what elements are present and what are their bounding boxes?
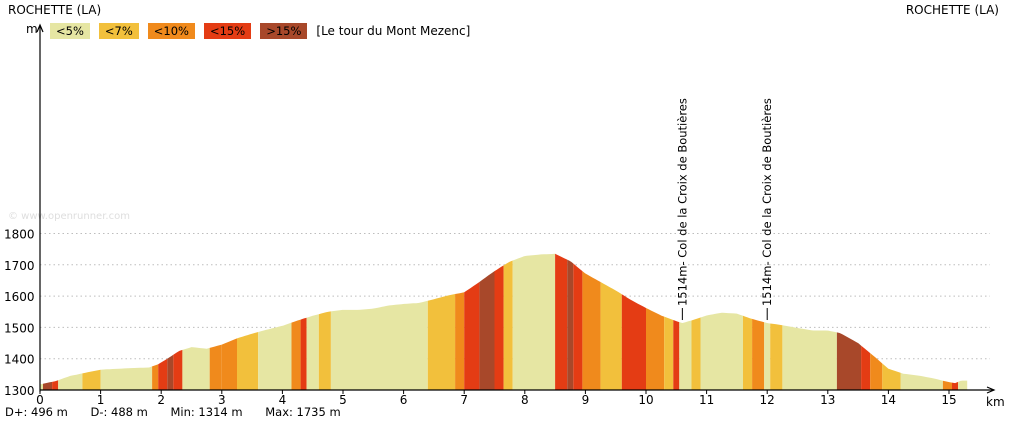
x-tick-label: 9 bbox=[582, 393, 590, 407]
x-tick-label: 12 bbox=[760, 393, 775, 407]
profile-segment bbox=[209, 344, 222, 390]
profile-segment bbox=[582, 271, 601, 390]
x-tick-label: 4 bbox=[279, 393, 287, 407]
legend-item-lt5: <5% bbox=[50, 22, 90, 39]
profile-segment bbox=[52, 380, 59, 390]
profile-segment bbox=[258, 322, 292, 390]
profile-segment bbox=[479, 271, 495, 390]
x-tick-label: 11 bbox=[699, 393, 714, 407]
route-stats: D+: 496 m D-: 488 m Min: 1314 m Max: 173… bbox=[5, 405, 360, 419]
annotation-label: 1514m- Col de la Croix de Boutières bbox=[760, 98, 774, 306]
y-axis-unit: m bbox=[26, 22, 38, 36]
legend-item-gt15: >15% bbox=[260, 22, 308, 39]
profile-segment bbox=[646, 308, 665, 390]
profile-segment bbox=[167, 354, 174, 390]
profile-segment bbox=[82, 369, 101, 390]
profile-segment bbox=[158, 358, 168, 390]
profile-segment bbox=[870, 353, 883, 390]
profile-segment bbox=[567, 259, 574, 390]
profile-segment bbox=[743, 315, 753, 390]
profile-segment bbox=[770, 323, 783, 390]
profile-segment bbox=[700, 312, 743, 390]
max-elevation-stat: Max: 1735 m bbox=[265, 405, 341, 419]
profile-segment bbox=[861, 345, 871, 390]
profile-segment bbox=[958, 380, 968, 390]
y-tick-label: 1800 bbox=[4, 228, 35, 242]
profile-segment bbox=[679, 320, 692, 390]
profile-segment bbox=[664, 316, 674, 390]
x-tick-label: 3 bbox=[218, 393, 226, 407]
profile-segment bbox=[173, 349, 183, 390]
profile-segment bbox=[464, 282, 480, 390]
profile-segment bbox=[330, 300, 428, 390]
gradient-legend: <5% <7% <10% <15% >15% [Le tour du Mont … bbox=[50, 22, 470, 39]
profile-segment bbox=[573, 263, 583, 390]
x-tick-label: 0 bbox=[36, 393, 44, 407]
annotation-label: 1514m- Col de la Croix de Boutières bbox=[675, 98, 689, 306]
x-axis-arrow bbox=[986, 386, 996, 394]
profile-segment bbox=[100, 366, 153, 390]
profile-segment bbox=[221, 338, 237, 390]
profile-segment bbox=[673, 320, 680, 390]
profile-segment bbox=[764, 322, 771, 390]
profile-segment bbox=[691, 317, 701, 390]
profile-segment bbox=[942, 380, 952, 390]
x-tick-label: 13 bbox=[820, 393, 835, 407]
y-tick-label: 1600 bbox=[4, 290, 35, 304]
x-tick-label: 2 bbox=[157, 393, 165, 407]
profile-segment bbox=[318, 311, 331, 390]
legend-item-lt7: <7% bbox=[98, 22, 139, 39]
profile-segment bbox=[512, 253, 556, 390]
x-axis-unit: km bbox=[986, 395, 1005, 409]
watermark: © www.openrunner.com bbox=[8, 211, 130, 222]
x-tick-label: 5 bbox=[339, 393, 347, 407]
profile-segment bbox=[40, 383, 43, 390]
profile-segment bbox=[600, 282, 622, 390]
x-tick-label: 10 bbox=[638, 393, 653, 407]
profile-segment bbox=[43, 381, 53, 390]
min-elevation-stat: Min: 1314 m bbox=[170, 405, 243, 419]
profile-segment bbox=[182, 347, 210, 390]
profile-segment bbox=[300, 317, 307, 390]
x-tick-label: 1 bbox=[97, 393, 105, 407]
x-tick-label: 7 bbox=[460, 393, 468, 407]
profile-segment bbox=[900, 372, 943, 390]
profile-segment bbox=[306, 314, 319, 390]
y-axis-arrow bbox=[36, 23, 44, 33]
route-title: [Le tour du Mont Mezenc] bbox=[316, 23, 471, 38]
x-tick-label: 14 bbox=[881, 393, 896, 407]
profile-segment bbox=[782, 325, 837, 390]
x-tick-label: 6 bbox=[400, 393, 408, 407]
profile-segment bbox=[291, 319, 301, 390]
profile-segment bbox=[427, 294, 456, 390]
profile-segment bbox=[152, 364, 159, 390]
profile-segment bbox=[237, 332, 259, 390]
descent-stat: D-: 488 m bbox=[90, 405, 148, 419]
profile-segment bbox=[455, 292, 465, 390]
x-tick-label: 8 bbox=[521, 393, 529, 407]
end-location-label: ROCHETTE (LA) bbox=[905, 3, 999, 17]
profile-segment bbox=[494, 265, 504, 390]
legend-item-lt15: <15% bbox=[203, 22, 252, 39]
profile-segment bbox=[555, 253, 568, 390]
profile-segment bbox=[952, 381, 959, 390]
y-tick-label: 1500 bbox=[4, 321, 35, 335]
profile-segment bbox=[503, 260, 513, 390]
profile-segment bbox=[836, 332, 862, 390]
y-tick-label: 1700 bbox=[4, 259, 35, 273]
x-tick-label: 15 bbox=[941, 393, 956, 407]
y-tick-label: 1400 bbox=[4, 353, 35, 367]
y-tick-label: 1300 bbox=[4, 384, 35, 398]
profile-segment bbox=[58, 373, 83, 390]
profile-segment bbox=[882, 363, 901, 390]
profile-segment bbox=[752, 318, 765, 390]
legend-item-lt10: <10% bbox=[147, 22, 195, 39]
profile-segment bbox=[621, 294, 646, 390]
start-location-label: ROCHETTE (LA) bbox=[8, 3, 102, 17]
ascent-stat: D+: 496 m bbox=[5, 405, 68, 419]
